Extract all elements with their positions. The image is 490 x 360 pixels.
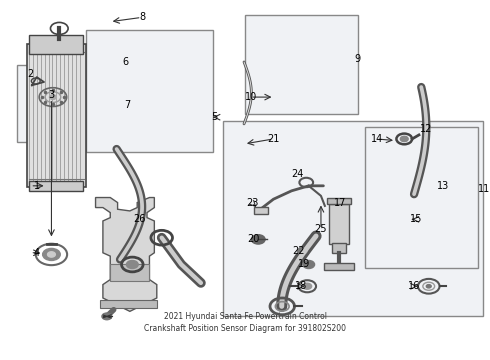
Bar xyxy=(254,207,268,214)
Text: 21: 21 xyxy=(267,134,280,144)
Text: 3: 3 xyxy=(49,90,54,100)
Circle shape xyxy=(303,261,315,269)
Text: 22: 22 xyxy=(293,246,305,256)
Circle shape xyxy=(126,261,138,269)
Circle shape xyxy=(426,284,431,288)
Bar xyxy=(324,264,354,270)
Text: 26: 26 xyxy=(133,214,146,224)
Text: 4: 4 xyxy=(34,248,40,258)
Text: 6: 6 xyxy=(122,57,128,67)
Text: 25: 25 xyxy=(315,224,327,234)
Text: 24: 24 xyxy=(292,169,304,179)
Circle shape xyxy=(49,95,56,99)
Text: 18: 18 xyxy=(295,281,308,291)
Circle shape xyxy=(400,136,408,141)
Circle shape xyxy=(102,313,112,320)
Bar xyxy=(332,243,346,253)
Circle shape xyxy=(297,248,307,255)
Text: 11: 11 xyxy=(478,184,490,194)
Circle shape xyxy=(48,252,55,257)
Polygon shape xyxy=(96,198,157,311)
Text: 9: 9 xyxy=(355,54,361,64)
Bar xyxy=(223,121,483,316)
Bar xyxy=(100,300,157,308)
Text: 19: 19 xyxy=(297,260,310,270)
Bar xyxy=(17,65,86,142)
Bar xyxy=(327,198,351,204)
Bar xyxy=(329,204,349,244)
Text: 7: 7 xyxy=(124,100,130,111)
Text: 12: 12 xyxy=(420,124,433,134)
Text: 15: 15 xyxy=(410,214,423,224)
Circle shape xyxy=(303,283,312,289)
Bar xyxy=(245,15,358,114)
Text: 8: 8 xyxy=(139,12,145,22)
Bar xyxy=(29,181,83,191)
Bar xyxy=(29,35,83,54)
Text: 16: 16 xyxy=(408,281,420,291)
Text: 1: 1 xyxy=(34,181,40,191)
Text: 10: 10 xyxy=(245,92,257,102)
Text: 2: 2 xyxy=(28,69,34,78)
Text: 5: 5 xyxy=(211,112,217,122)
Text: 17: 17 xyxy=(334,198,347,208)
Bar xyxy=(365,127,478,268)
Text: 2021 Hyundai Santa Fe Powertrain Control
Crankshaft Position Sensor Diagram for : 2021 Hyundai Santa Fe Powertrain Control… xyxy=(144,312,346,333)
Bar xyxy=(27,44,86,188)
Circle shape xyxy=(251,235,265,244)
Text: 23: 23 xyxy=(246,198,259,208)
Text: 13: 13 xyxy=(437,181,450,191)
Circle shape xyxy=(43,248,60,261)
Bar xyxy=(86,30,213,152)
Bar xyxy=(110,265,149,281)
Text: 14: 14 xyxy=(371,134,384,144)
Text: 20: 20 xyxy=(247,234,260,244)
